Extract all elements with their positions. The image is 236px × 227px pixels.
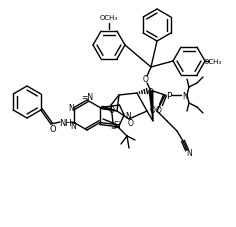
Text: O: O [148,87,154,96]
Polygon shape [102,107,117,111]
Text: N: N [186,149,192,158]
Text: O: O [150,105,156,114]
Text: O: O [109,105,115,114]
Text: N: N [68,104,74,113]
Text: O: O [143,74,149,83]
Text: NH: NH [59,118,72,127]
Text: OCH₃: OCH₃ [204,59,222,65]
Text: Si: Si [113,120,121,129]
Text: OCH₃: OCH₃ [100,15,118,21]
Text: N: N [182,91,188,100]
Text: N: N [70,121,76,131]
Text: O: O [128,118,134,127]
Text: =: = [110,124,116,130]
Text: N: N [125,111,131,120]
Polygon shape [149,91,153,121]
Text: =N: =N [81,92,93,101]
Text: P: P [166,91,172,100]
Text: O: O [50,125,56,134]
Text: O: O [156,105,162,114]
